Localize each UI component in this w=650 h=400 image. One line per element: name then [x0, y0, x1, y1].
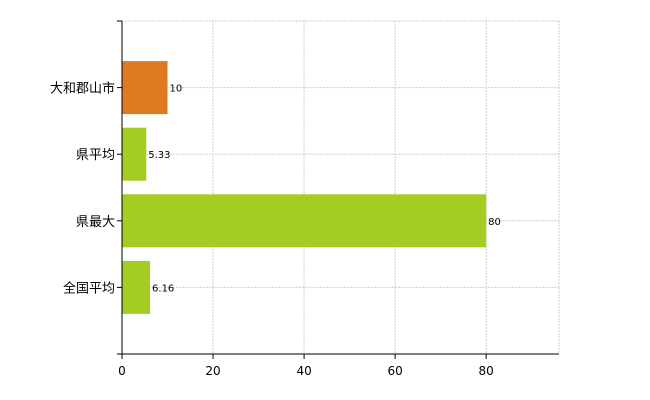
- x-tick-label: 40: [296, 364, 311, 378]
- bars: [122, 61, 487, 314]
- bar: [122, 194, 487, 248]
- data-label: 80: [488, 217, 501, 228]
- x-tick-label: 20: [205, 364, 220, 378]
- x-tick-label: 60: [387, 364, 402, 378]
- category-label: 県平均: [76, 148, 115, 163]
- grid-lines: [122, 20, 560, 354]
- bar: [122, 260, 151, 314]
- bar: [122, 127, 147, 181]
- data-label: 10: [170, 84, 183, 95]
- data-label: 5.33: [148, 150, 170, 161]
- bar: [122, 61, 168, 115]
- axes: [117, 20, 559, 359]
- x-tick-label: 80: [479, 364, 494, 378]
- category-label: 全国平均: [63, 280, 115, 296]
- x-tick-label: 0: [118, 364, 126, 378]
- data-label: 6.16: [152, 283, 174, 294]
- category-label: 大和郡山市: [50, 81, 115, 97]
- category-label: 県最大: [76, 215, 115, 230]
